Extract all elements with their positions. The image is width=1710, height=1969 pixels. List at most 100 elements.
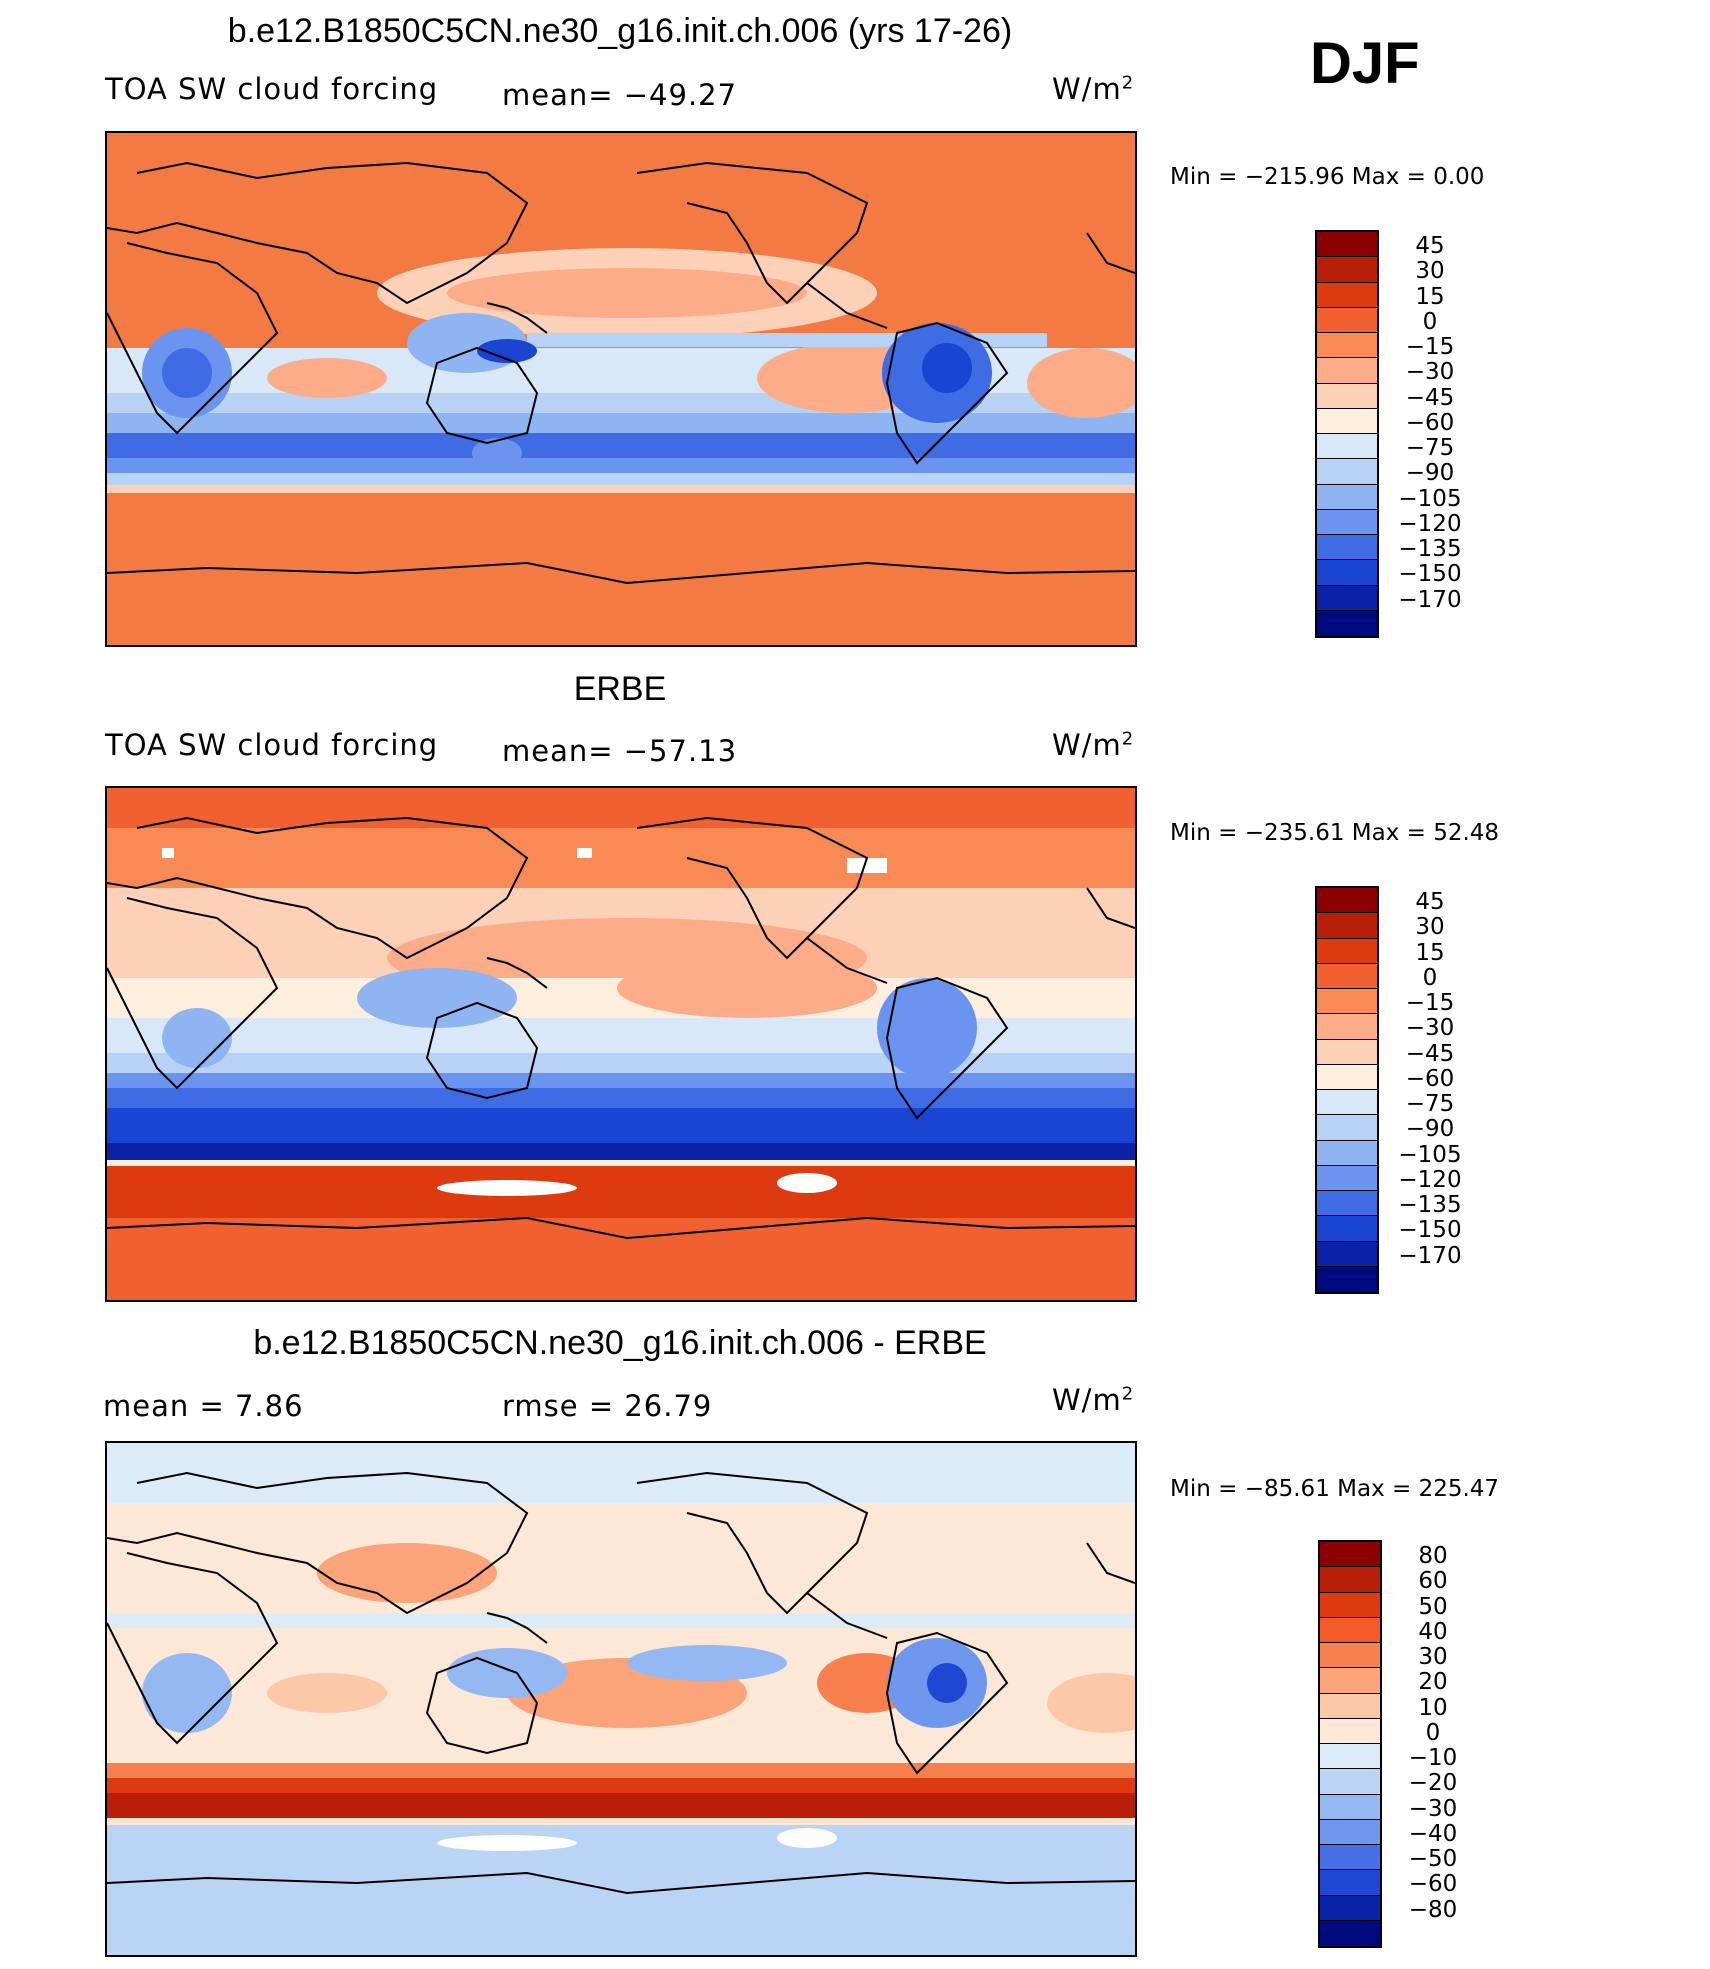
panel3-units: W/m2	[1052, 1383, 1135, 1417]
panel2-colorbar	[1315, 886, 1379, 1294]
colorbar-segment	[1317, 1241, 1377, 1267]
colorbar-segment	[1320, 1643, 1380, 1669]
panel3-rmse: rmse = 26.79	[502, 1389, 713, 1423]
panel2-minmax: Min = −235.61 Max = 52.48	[1170, 820, 1500, 846]
colorbar-tick-label: 0	[1422, 308, 1438, 335]
panel2-mean: mean= −57.13	[502, 734, 738, 768]
colorbar-tick-label: 80	[1418, 1543, 1448, 1569]
colorbar-segment	[1317, 1191, 1377, 1217]
colorbar-segment	[1317, 509, 1377, 535]
colorbar-tick-label: −50	[1408, 1846, 1458, 1872]
colorbar-segment	[1317, 913, 1377, 939]
colorbar-segment	[1317, 459, 1377, 485]
colorbar-segment	[1317, 1090, 1377, 1116]
colorbar-segment	[1320, 1920, 1380, 1946]
colorbar-tick-label: −15	[1405, 334, 1455, 360]
colorbar-segment	[1320, 1718, 1380, 1744]
colorbar-segment	[1320, 1794, 1380, 1820]
colorbar-tick-label: −60	[1408, 1871, 1458, 1898]
colorbar-tick-label: 0	[1422, 964, 1438, 991]
colorbar-segment	[1317, 1115, 1377, 1141]
colorbar-tick-label: 60	[1418, 1568, 1448, 1595]
colorbar-tick-label: −10	[1408, 1745, 1458, 1771]
colorbar-tick-label: 10	[1418, 1694, 1448, 1721]
colorbar-tick-label: 30	[1418, 1644, 1448, 1670]
colorbar-tick-label: −75	[1405, 1091, 1455, 1117]
colorbar-segment	[1317, 1165, 1377, 1191]
panel1-minmax: Min = −215.96 Max = 0.00	[1170, 164, 1485, 190]
panel3-title: b.e12.B1850C5CN.ne30_g16.init.ch.006 - E…	[253, 1324, 987, 1362]
colorbar-segment	[1317, 535, 1377, 561]
colorbar-tick-label: −150	[1398, 561, 1462, 588]
panel1-map	[105, 131, 1137, 647]
colorbar-tick-label: −30	[1408, 1795, 1458, 1822]
panel3-map	[105, 1441, 1137, 1957]
colorbar-segment	[1317, 938, 1377, 964]
colorbar-tick-label: −40	[1408, 1820, 1458, 1847]
colorbar-tick-label: −150	[1398, 1217, 1462, 1244]
colorbar-segment	[1317, 232, 1377, 258]
panel1-units: W/m2	[1052, 72, 1135, 106]
colorbar-segment	[1317, 257, 1377, 283]
colorbar-tick-label: 45	[1415, 889, 1445, 915]
panel3-colorbar	[1318, 1540, 1382, 1948]
colorbar-tick-label: 50	[1418, 1593, 1448, 1620]
colorbar-tick-label: −135	[1398, 1192, 1462, 1218]
colorbar-tick-label: −90	[1405, 460, 1455, 487]
colorbar-segment	[1317, 358, 1377, 384]
colorbar-tick-label: 15	[1415, 939, 1445, 966]
panel2-map-svg	[107, 788, 1135, 1300]
colorbar-tick-label: −60	[1405, 409, 1455, 436]
colorbar-tick-label: 15	[1415, 283, 1445, 310]
colorbar-tick-label: −90	[1405, 1116, 1455, 1143]
colorbar-tick-label: 30	[1415, 914, 1445, 941]
colorbar-segment	[1317, 1039, 1377, 1065]
colorbar-segment	[1317, 1140, 1377, 1166]
colorbar-segment	[1317, 888, 1377, 914]
season-label: DJF	[1310, 31, 1420, 96]
colorbar-segment	[1317, 560, 1377, 586]
colorbar-segment	[1317, 307, 1377, 333]
panel2-variable: TOA SW cloud forcing	[105, 728, 439, 762]
colorbar-segment	[1317, 1216, 1377, 1242]
colorbar-segment	[1320, 1567, 1380, 1593]
colorbar-segment	[1320, 1895, 1380, 1921]
colorbar-tick-label: −20	[1408, 1770, 1458, 1797]
colorbar-tick-label: −135	[1398, 536, 1462, 562]
colorbar-segment	[1317, 1266, 1377, 1292]
colorbar-segment	[1320, 1845, 1380, 1871]
colorbar-tick-label: −15	[1405, 990, 1455, 1016]
colorbar-tick-label: 45	[1415, 233, 1445, 259]
panel3-map-svg	[107, 1443, 1135, 1955]
colorbar-tick-label: 40	[1418, 1618, 1448, 1645]
colorbar-segment	[1317, 1014, 1377, 1040]
panel1-variable: TOA SW cloud forcing	[105, 72, 439, 106]
panel3-minmax: Min = −85.61 Max = 225.47	[1170, 1476, 1500, 1502]
colorbar-segment	[1317, 434, 1377, 460]
colorbar-tick-label: −105	[1398, 485, 1462, 512]
colorbar-segment	[1317, 963, 1377, 989]
colorbar-segment	[1317, 585, 1377, 611]
colorbar-tick-label: 20	[1418, 1669, 1448, 1696]
colorbar-segment	[1317, 484, 1377, 510]
colorbar-tick-label: −120	[1398, 510, 1462, 537]
colorbar-segment	[1320, 1744, 1380, 1770]
colorbar-tick-label: −60	[1405, 1065, 1455, 1092]
colorbar-tick-label: −105	[1398, 1141, 1462, 1168]
colorbar-segment	[1317, 1064, 1377, 1090]
colorbar-segment	[1320, 1769, 1380, 1795]
colorbar-tick-label: 30	[1415, 258, 1445, 285]
colorbar-segment	[1317, 989, 1377, 1015]
colorbar-tick-label: −170	[1398, 1242, 1462, 1269]
panel1-title: b.e12.B1850C5CN.ne30_g16.init.ch.006 (yr…	[227, 12, 1013, 50]
colorbar-segment	[1320, 1542, 1380, 1568]
colorbar-segment	[1320, 1870, 1380, 1896]
colorbar-segment	[1317, 383, 1377, 409]
colorbar-segment	[1320, 1668, 1380, 1694]
panel3-mean: mean = 7.86	[103, 1389, 304, 1423]
panel1-mean: mean= −49.27	[502, 78, 738, 112]
panel2-units: W/m2	[1052, 728, 1135, 762]
colorbar-segment	[1320, 1693, 1380, 1719]
colorbar-tick-label: 0	[1425, 1719, 1441, 1746]
panel2-title: ERBE	[573, 670, 667, 708]
